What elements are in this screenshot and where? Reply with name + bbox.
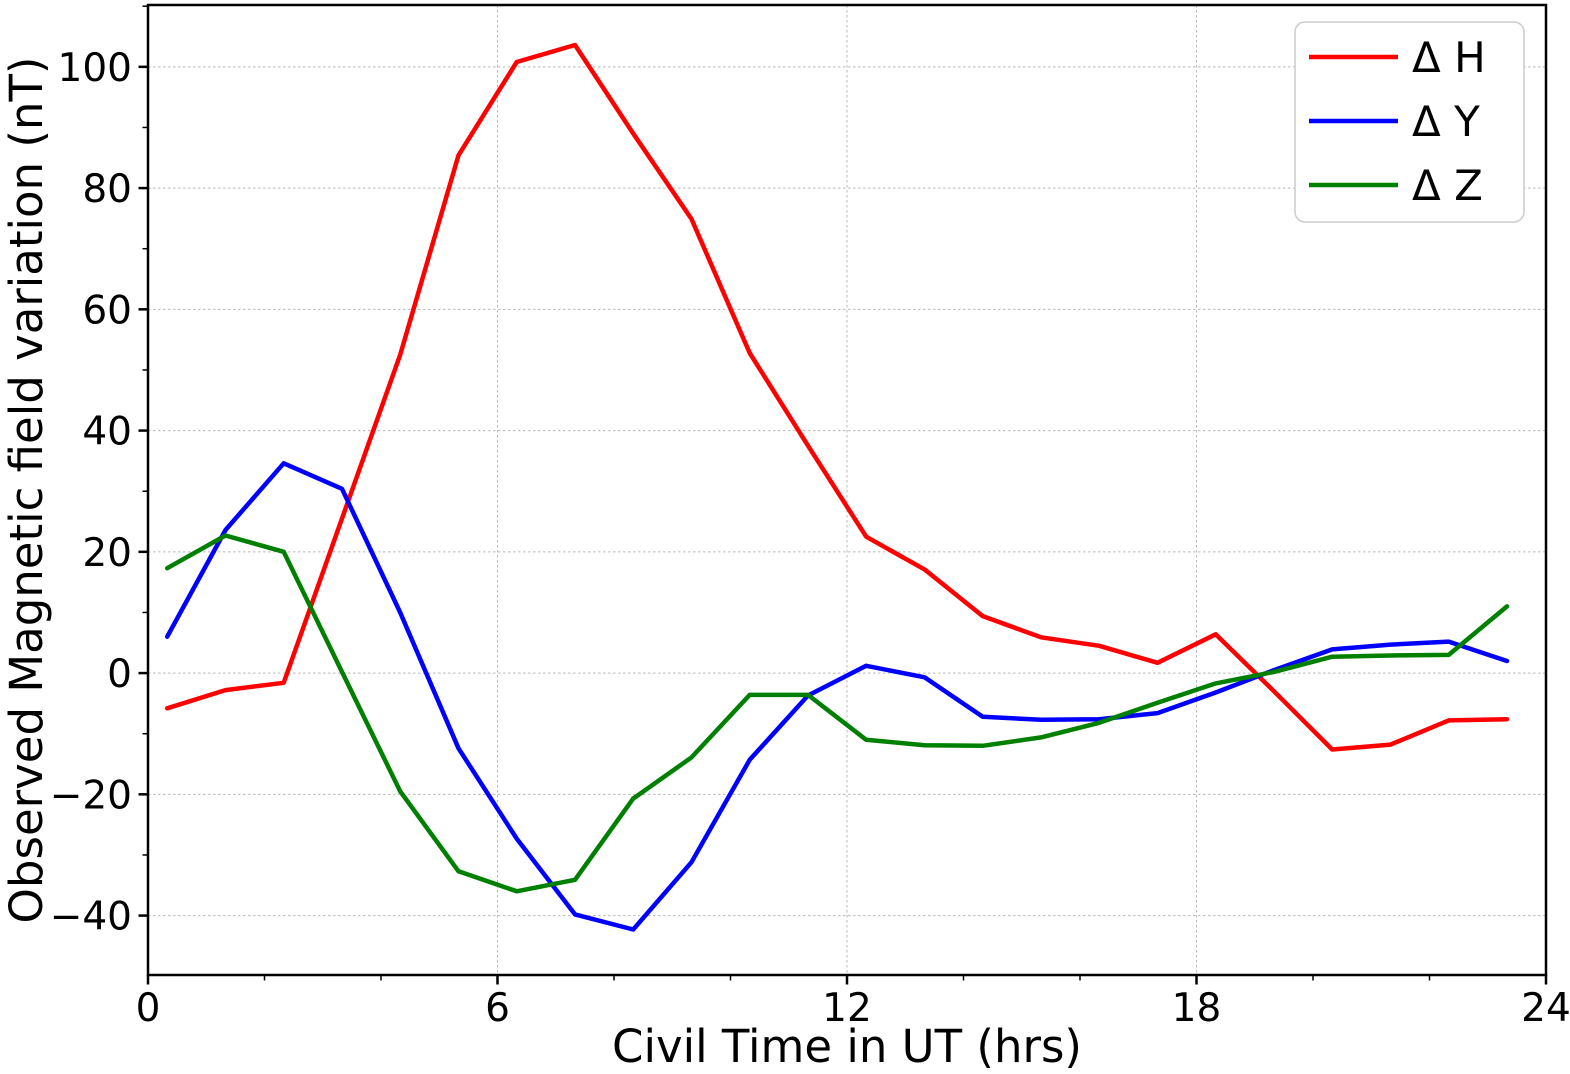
y-tick-label: 100 <box>58 46 132 91</box>
series-line-delta-Z <box>164 533 1510 894</box>
y-tick-label: −20 <box>50 773 132 818</box>
legend-label-delta-h: Δ H <box>1412 33 1486 82</box>
x-tick-label: 12 <box>822 986 872 1031</box>
spine-layer <box>146 3 1548 977</box>
y-axis-label: Observed Magnetic field variation (nT) <box>0 57 53 924</box>
x-tick-label: 0 <box>136 986 161 1031</box>
series-line-delta-Y <box>164 461 1510 932</box>
legend-entry-delta-h: Δ H <box>1309 33 1486 82</box>
y-tick-label: 80 <box>82 167 132 212</box>
x-tick-label: 6 <box>485 986 510 1031</box>
y-tick-label: 0 <box>107 652 132 697</box>
x-tick-label: 18 <box>1172 986 1222 1031</box>
legend: Δ H Δ Y Δ Z <box>1294 21 1525 223</box>
legend-entry-delta-z: Δ Z <box>1309 161 1483 210</box>
legend-entry-delta-y: Δ Y <box>1309 97 1480 146</box>
legend-label-delta-z: Δ Z <box>1412 161 1483 210</box>
series-line-delta-H <box>164 42 1510 752</box>
x-axis-label: Civil Time in UT (hrs) <box>612 1020 1082 1073</box>
x-tick-label: 24 <box>1521 986 1570 1031</box>
plot-border <box>146 3 1548 977</box>
y-tick-label: 60 <box>82 288 132 333</box>
legend-label-delta-y: Δ Y <box>1412 97 1480 146</box>
y-tick-label: −40 <box>50 895 132 940</box>
y-tick-label: 40 <box>82 410 132 455</box>
legend-box <box>1294 21 1525 223</box>
series-layer <box>164 42 1510 932</box>
y-tick-label: 20 <box>82 531 132 576</box>
tick-layer: 0 6 12 18 24 −40 −20 0 20 40 60 80 100 <box>50 5 1570 1031</box>
